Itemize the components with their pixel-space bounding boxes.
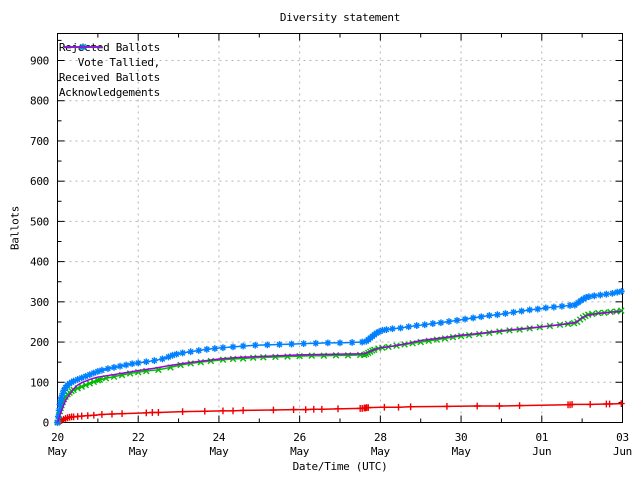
- svg-text:600: 600: [30, 175, 49, 188]
- svg-text:22: 22: [132, 431, 145, 444]
- svg-text:May: May: [48, 445, 68, 458]
- svg-text:30: 30: [455, 431, 468, 444]
- svg-text:03: 03: [616, 431, 629, 444]
- legend-label-acknowledgements: Acknowledgements: [58, 86, 160, 99]
- series-1: [54, 307, 625, 426]
- legend-label-vote-tallied: Vote Tallied,: [77, 56, 161, 69]
- svg-text:01: 01: [535, 431, 548, 444]
- chart-title: Diversity statement: [279, 11, 401, 24]
- svg-text:May: May: [290, 445, 310, 458]
- svg-text:Jun: Jun: [613, 445, 632, 458]
- svg-text:200: 200: [30, 336, 49, 349]
- svg-text:800: 800: [30, 95, 49, 108]
- legend-label-received-ballots: Received Ballots: [58, 71, 160, 84]
- legend-row-received-ballots: Received Ballots: [57, 43, 160, 85]
- legend-row-vote-tallied: Vote Tallied,: [57, 43, 161, 70]
- svg-text:May: May: [129, 445, 149, 458]
- legend-row-acknowledgements: Acknowledgements: [57, 46, 160, 100]
- svg-text:500: 500: [30, 215, 49, 228]
- svg-text:900: 900: [30, 55, 49, 68]
- svg-text:Jun: Jun: [532, 445, 551, 458]
- svg-text:26: 26: [293, 431, 306, 444]
- svg-text:May: May: [371, 445, 391, 458]
- svg-text:May: May: [452, 445, 472, 458]
- svg-text:700: 700: [30, 135, 49, 148]
- y-tick-labels: 0 100 200 300 400 500 600 700 800 900: [30, 55, 49, 430]
- line-sample-icon: [64, 46, 102, 48]
- svg-text:28: 28: [374, 431, 387, 444]
- x-axis-title: Date/Time (UTC): [292, 460, 388, 473]
- svg-text:300: 300: [30, 296, 49, 309]
- svg-text:0: 0: [43, 417, 49, 430]
- svg-text:24: 24: [213, 431, 226, 444]
- svg-text:400: 400: [30, 256, 49, 269]
- svg-text:20: 20: [51, 431, 64, 444]
- svg-text:100: 100: [30, 376, 49, 389]
- svg-text:May: May: [209, 445, 229, 458]
- series-3: [56, 310, 622, 423]
- legend: Rejected Ballots Vote Tallied, Received …: [57, 40, 160, 100]
